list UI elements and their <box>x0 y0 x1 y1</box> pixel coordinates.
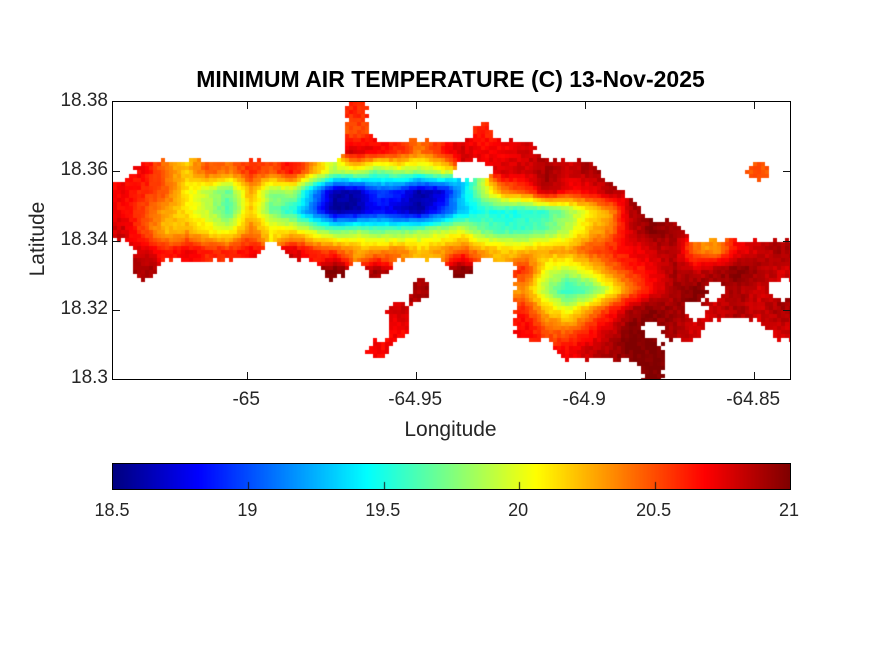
colorbar-tick-label: 18.5 <box>94 500 130 520</box>
tick-mark <box>754 372 755 379</box>
y-tick-label: 18.38 <box>60 90 108 111</box>
plot-area <box>112 101 791 380</box>
colorbar <box>112 463 791 490</box>
colorbar-tick-label: 20.5 <box>636 500 672 520</box>
x-tick-label: -64.85 <box>726 389 781 410</box>
y-tick-label: 18.34 <box>60 228 108 250</box>
tick-mark <box>585 102 586 109</box>
colorbar-tick-label: 19.5 <box>365 500 401 520</box>
tick-mark <box>113 310 120 311</box>
y-tick-label: 18.36 <box>60 159 108 181</box>
tick-mark <box>783 171 790 172</box>
tick-mark <box>247 372 248 379</box>
chart-title: MINIMUM AIR TEMPERATURE (C) 13-Nov-2025 <box>196 66 705 92</box>
colorbar-tick-label: 19 <box>237 500 258 520</box>
tick-mark <box>113 171 120 172</box>
colorbar-gradient <box>113 464 790 489</box>
tick-mark <box>416 372 417 379</box>
y-tick-label: 18.3 <box>71 367 108 388</box>
tick-mark <box>783 241 790 242</box>
tick-mark <box>754 102 755 109</box>
colorbar-tick-label: 20 <box>508 500 529 520</box>
tick-mark <box>113 241 120 242</box>
colorbar-tick-label: 21 <box>778 500 800 520</box>
tick-mark <box>247 102 248 109</box>
temperature-heatmap <box>113 102 790 379</box>
tick-mark <box>416 102 417 109</box>
y-tick-label: 18.32 <box>60 297 108 319</box>
tick-mark <box>783 310 790 311</box>
x-axis-label: Longitude <box>404 418 497 441</box>
x-tick-label: -64.9 <box>562 389 606 410</box>
x-tick-label: -65 <box>232 389 260 410</box>
tick-mark <box>585 372 586 379</box>
x-tick-label: -64.95 <box>388 389 443 410</box>
y-axis-label: Latitude <box>26 201 49 277</box>
